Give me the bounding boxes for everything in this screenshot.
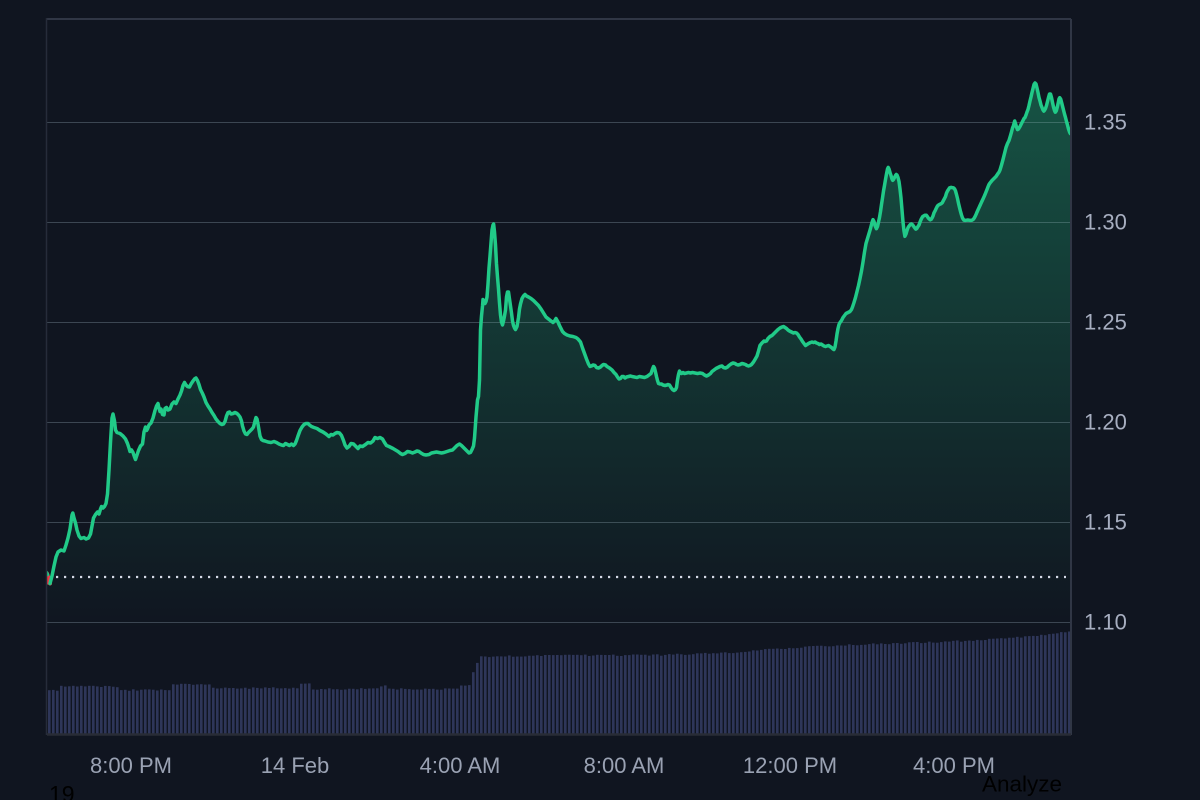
svg-text:12:00 PM: 12:00 PM bbox=[743, 753, 837, 778]
svg-text:4:00 PM: 4:00 PM bbox=[913, 753, 995, 778]
svg-text:1.30: 1.30 bbox=[1084, 210, 1127, 235]
svg-text:8:00 PM: 8:00 PM bbox=[90, 753, 172, 778]
svg-text:1.15: 1.15 bbox=[1084, 510, 1127, 535]
svg-text:19: 19 bbox=[49, 781, 75, 800]
svg-text:1.20: 1.20 bbox=[1084, 410, 1127, 435]
svg-text:4:00 AM: 4:00 AM bbox=[420, 753, 501, 778]
svg-text:1.10: 1.10 bbox=[1084, 610, 1127, 635]
svg-text:1.35: 1.35 bbox=[1084, 110, 1127, 135]
svg-text:Analyze: Analyze bbox=[982, 772, 1062, 797]
svg-text:14 Feb: 14 Feb bbox=[261, 753, 330, 778]
svg-text:8:00 AM: 8:00 AM bbox=[584, 753, 665, 778]
svg-text:1.25: 1.25 bbox=[1084, 310, 1127, 335]
